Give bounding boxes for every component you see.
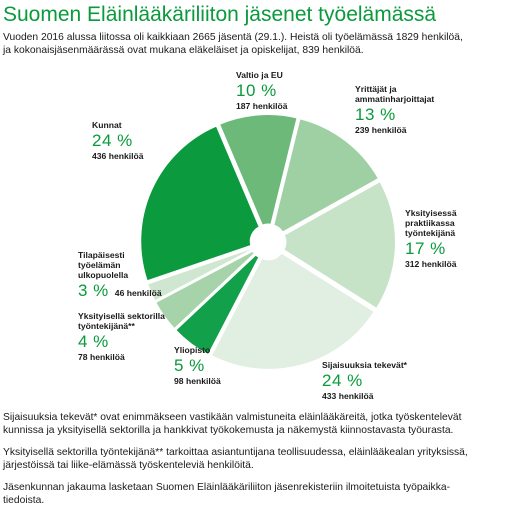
slice-percent: 3 % [78, 281, 109, 300]
footnote-3-line-2: tiedoista. [3, 495, 45, 506]
footnote-2-line-2: järjestöissä tai liike-elämässä työskent… [3, 460, 254, 471]
slice-name: työntekijänä** [78, 321, 135, 331]
footnote-2-line-1: Yksityisellä sektorilla työntekijänä** t… [3, 447, 468, 458]
slice-percent: 13 % [355, 105, 396, 124]
footnote-3-line-1: Jäsenkunnan jakauma lasketaan Suomen Elä… [3, 482, 451, 493]
label-tilapaisesti: Tilapäisesti työelämän ulkopuolella 3 % … [78, 250, 162, 301]
slice-percent: 24 % [92, 131, 133, 150]
label-yrittajat: Yrittäjät ja ammatinharjoittajat 13 % 23… [355, 84, 434, 135]
slice-count: 46 henkilöä [114, 288, 162, 298]
label-yksityinen-sektori: Yksityisellä sektorilla työntekijänä** 4… [78, 311, 165, 362]
pie-slice [281, 178, 398, 312]
tilapaisesti-value-row: 3 % 46 henkilöä [78, 280, 162, 301]
slice-name: Yliopisto [174, 345, 211, 355]
intro-text: Vuoden 2016 alussa liitossa oli kaikkiaa… [3, 31, 527, 57]
slice-name: Valtio ja EU [236, 70, 283, 80]
pie-slice [216, 112, 300, 228]
slice-percent: 4 % [78, 332, 109, 351]
footnote-2: Yksityisellä sektorilla työntekijänä** t… [3, 446, 529, 472]
label-sijaisuudet: Sijaisuuksia tekevät* 24 % 433 henkilöä [322, 360, 407, 401]
slice-count: 433 henkilöä [322, 391, 374, 401]
slice-name: Yrittäjät ja [355, 84, 397, 94]
pie-slice [208, 250, 377, 372]
slice-name: työntekijänä [405, 228, 456, 238]
slice-count: 98 henkilöä [174, 376, 221, 386]
slice-percent: 17 % [405, 239, 446, 258]
footnote-1: Sijaisuuksia tekevät* ovat enimmäkseen v… [3, 411, 529, 437]
slice-count: 239 henkilöä [355, 125, 407, 135]
pie-slice [145, 246, 255, 304]
slice-name: Tilapäisesti [78, 250, 125, 260]
slice-percent: 24 % [322, 371, 363, 390]
intro-line-2: ja kokonaisjäsenmäärässä ovat mukana elä… [3, 45, 364, 56]
slice-name: praktiikassa [405, 218, 455, 228]
pie-slice [138, 123, 262, 284]
slice-name: Kunnat [92, 120, 122, 130]
slice-name: Sijaisuuksia tekevät* [322, 360, 408, 370]
label-valtio: Valtio ja EU 10 % 187 henkilöä [236, 70, 288, 111]
intro-line-1: Vuoden 2016 alussa liitossa oli kaikkiaa… [3, 32, 463, 43]
slice-count: 78 henkilöä [78, 352, 125, 362]
label-kunnat: Kunnat 24 % 436 henkilöä [92, 120, 144, 161]
footnote-3: Jäsenkunnan jakauma lasketaan Suomen Elä… [3, 481, 529, 507]
slice-name: työelämän [78, 260, 121, 270]
label-yksityinen-praktiikka: Yksityisessä praktiikassa työntekijänä 1… [405, 208, 457, 269]
pie-slice [271, 116, 382, 235]
slice-count: 436 henkilöä [92, 151, 144, 161]
page-title: Suomen Eläinlääkäriliiton jäsenet työelä… [3, 3, 437, 26]
label-yliopisto: Yliopisto 5 % 98 henkilöä [174, 345, 221, 386]
slice-count: 187 henkilöä [236, 101, 288, 111]
footnote-1-line-2: kunnissa ja yksityisellä sektorilla ja h… [3, 425, 454, 436]
slice-count: 312 henkilöä [405, 259, 457, 269]
slice-percent: 5 % [174, 356, 205, 375]
slice-name: ammatinharjoittajat [355, 94, 435, 104]
slice-name: Yksityisessä [405, 208, 457, 218]
slice-percent: 10 % [236, 81, 277, 100]
footnote-1-line-1: Sijaisuuksia tekevät* ovat enimmäkseen v… [3, 412, 462, 423]
slice-name: ulkopuolella [78, 270, 129, 280]
slice-name: Yksityisellä sektorilla [78, 311, 165, 321]
